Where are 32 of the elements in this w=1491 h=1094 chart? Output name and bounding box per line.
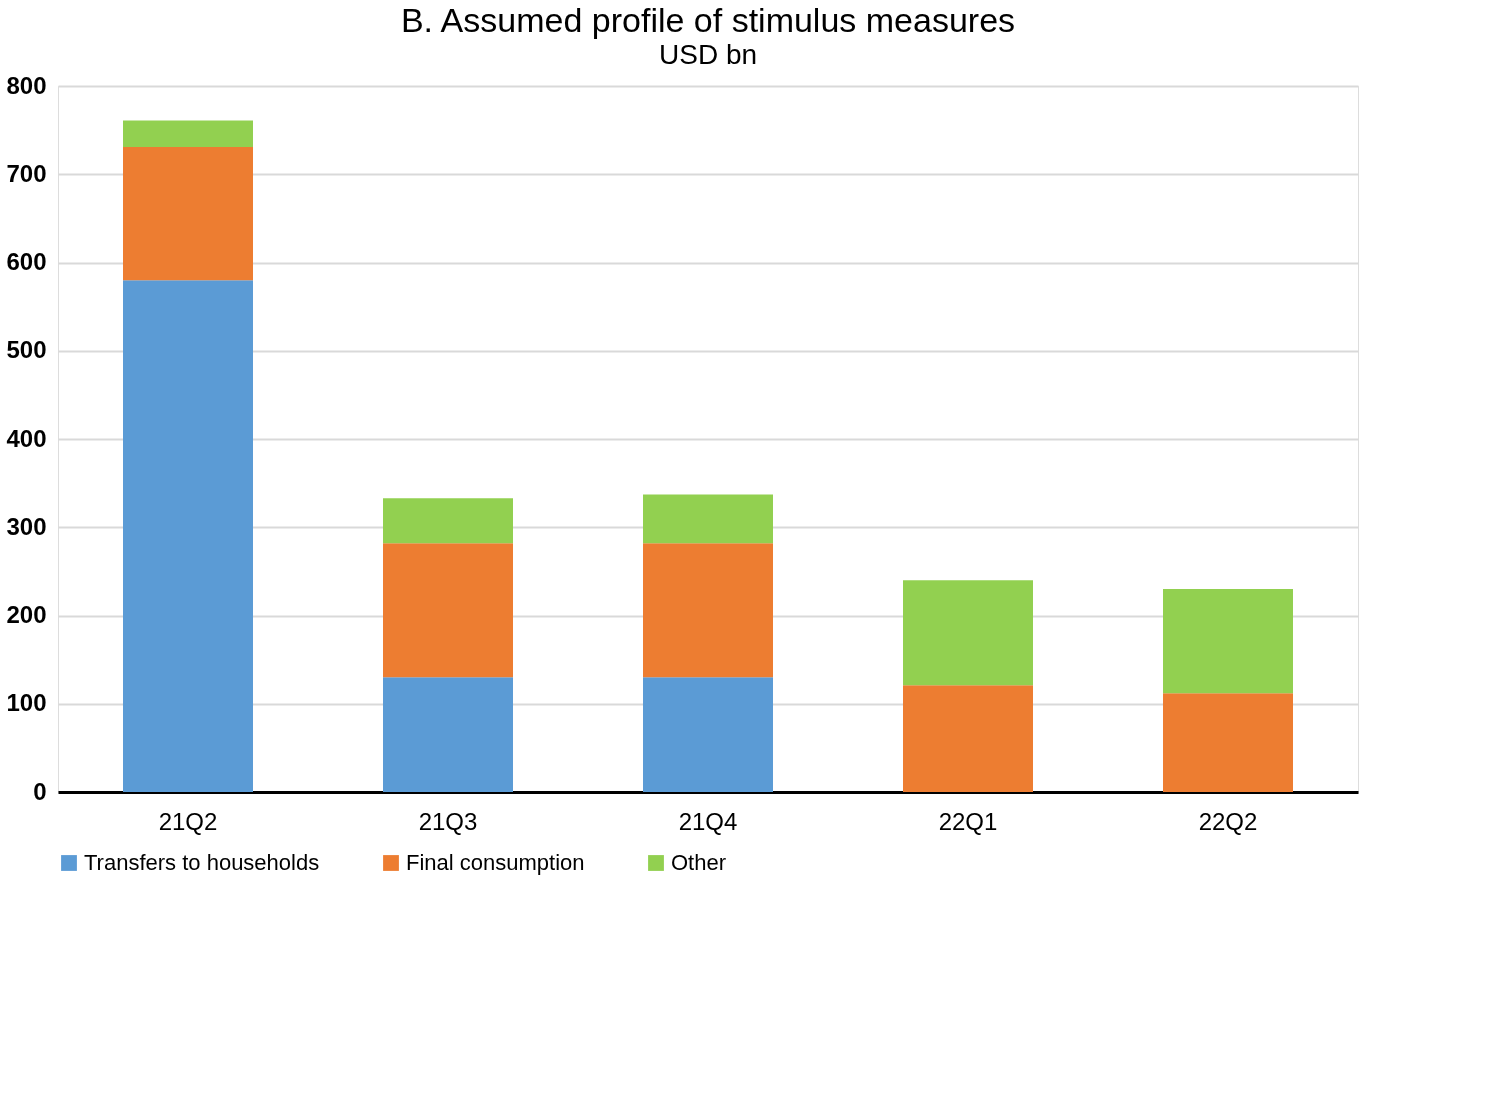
legend-label: Transfers to households — [84, 850, 320, 875]
bar — [903, 685, 1033, 792]
y-tick-label: 700 — [6, 159, 47, 187]
legend-label: Other — [671, 850, 727, 875]
y-tick-label: 200 — [6, 601, 47, 628]
bar — [1163, 589, 1293, 694]
x-tick-label: 21Q2 — [158, 807, 218, 835]
bar — [383, 543, 513, 678]
bar — [123, 280, 253, 792]
y-tick-label: 100 — [6, 689, 47, 717]
x-tick-label: 22Q1 — [938, 807, 998, 835]
x-tick-label: 21Q4 — [678, 807, 738, 835]
bar — [123, 120, 253, 147]
bar — [903, 580, 1033, 686]
chart-subtitle: USD bn — [658, 39, 758, 70]
bar — [1163, 693, 1293, 792]
y-tick-label: 800 — [6, 71, 47, 99]
y-tick-label: 400 — [6, 424, 47, 452]
y-tick-label: 600 — [6, 248, 47, 275]
bar — [383, 498, 513, 544]
bar — [643, 677, 773, 792]
x-tick-label: 22Q2 — [1198, 807, 1258, 835]
bar — [643, 543, 773, 678]
bar — [383, 677, 513, 792]
bar — [123, 146, 253, 281]
bar — [643, 494, 773, 544]
y-tick-label: 500 — [6, 336, 47, 364]
y-tick-label: 300 — [6, 512, 47, 540]
y-tick-label: 0 — [33, 777, 47, 805]
chart-title: B. Assumed profile of stimulus measures — [400, 1, 1016, 39]
legend-label: Final consumption — [406, 850, 585, 875]
x-tick-label: 21Q3 — [418, 807, 478, 835]
